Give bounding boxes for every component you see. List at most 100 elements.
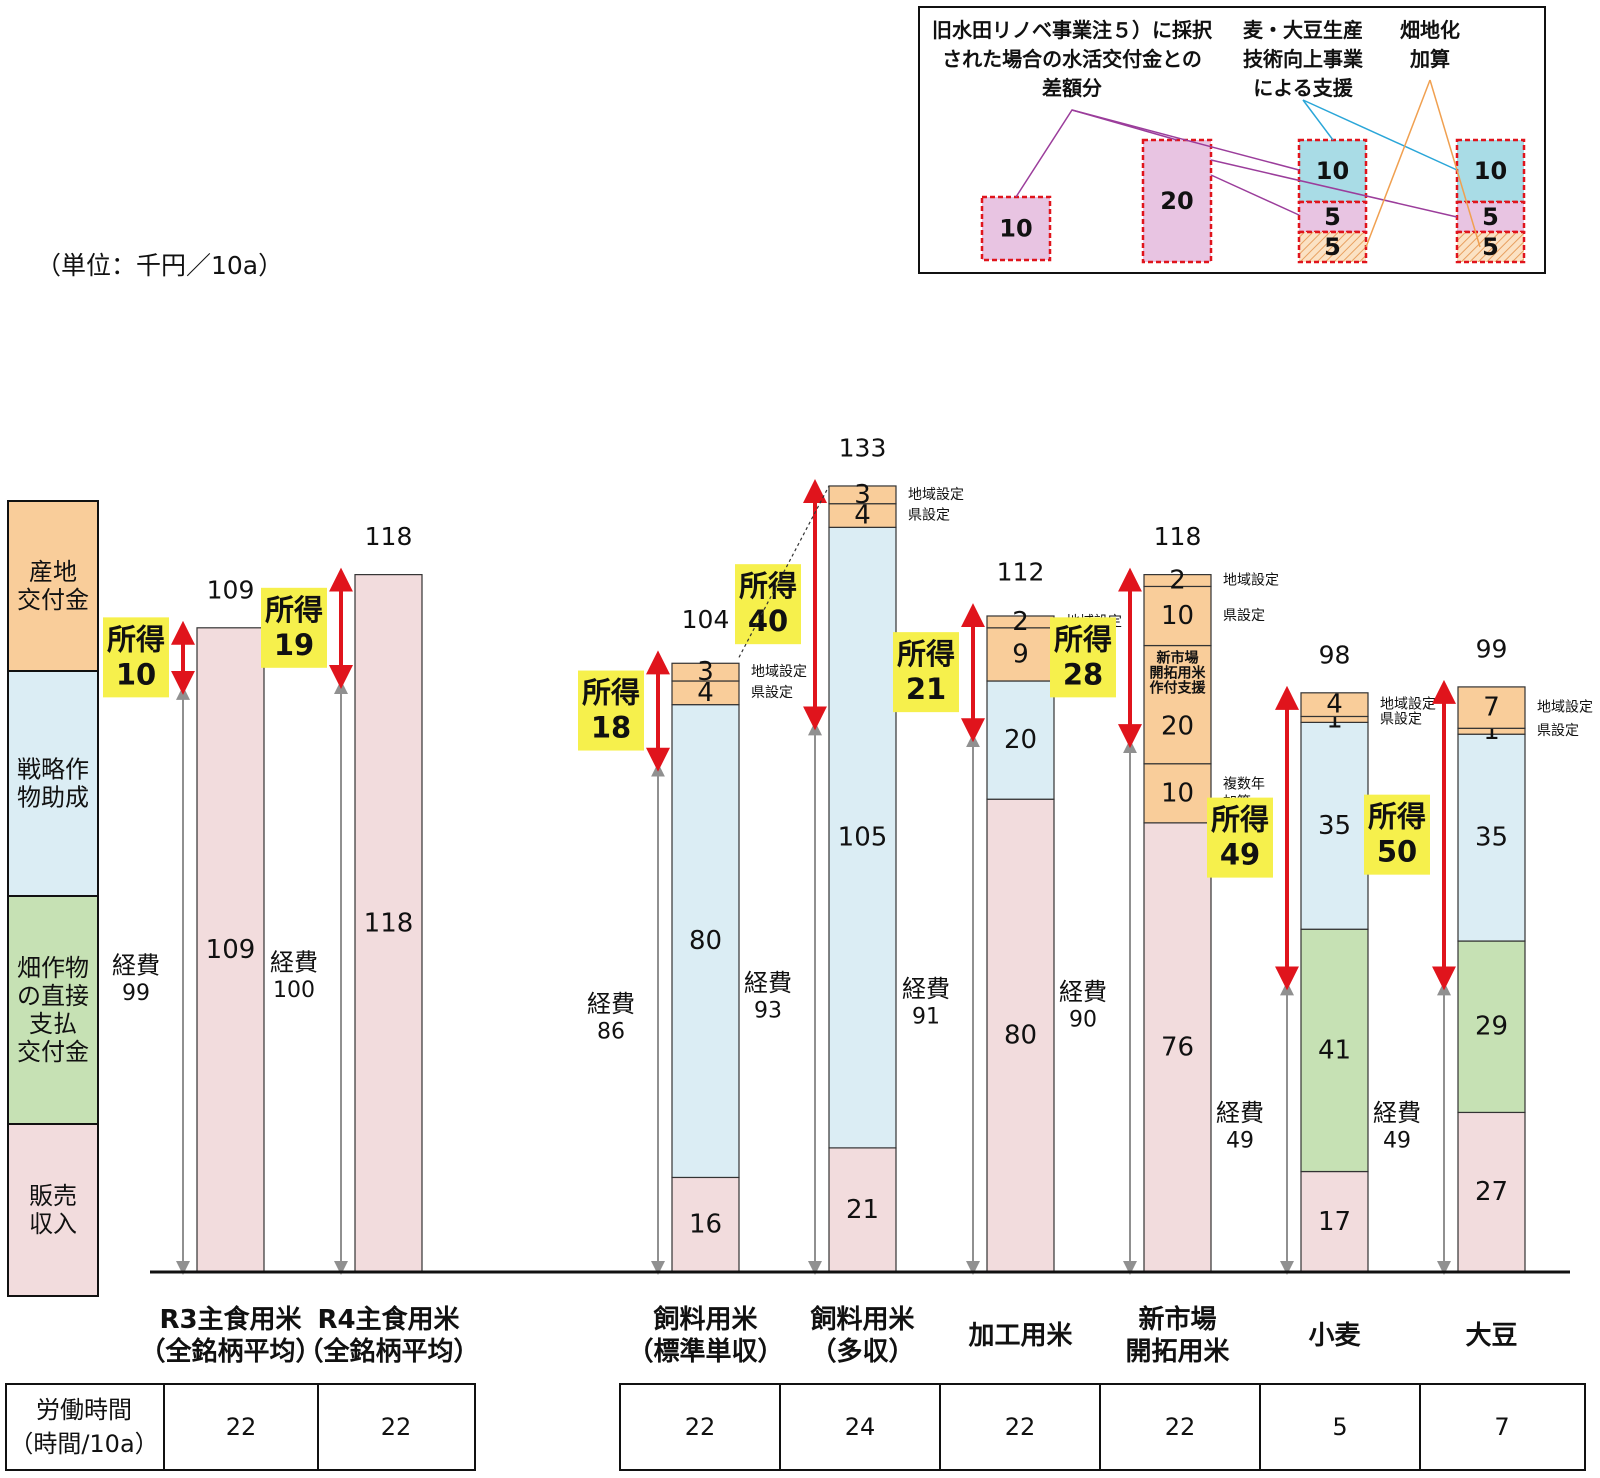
legend-label: 交付金: [17, 586, 89, 614]
inset-box: [1141, 138, 1213, 264]
bar-total-label: 99: [1476, 634, 1508, 663]
segment-side-label: 地域設定: [1537, 700, 1593, 716]
segment-value: 21: [846, 1195, 879, 1225]
bar-segment: [828, 526, 897, 1149]
table-cell-value: 22: [1165, 1413, 1196, 1441]
table-header: 労働時間: [36, 1396, 132, 1424]
inset-line-tech: [1302, 99, 1458, 171]
table-cell-value: 22: [1005, 1413, 1036, 1441]
inset-tech-label: による支援: [1253, 76, 1353, 100]
table-header: （時間/10a）: [9, 1430, 158, 1458]
income-label: 所得: [265, 593, 323, 627]
category-label: （全銘柄平均）: [297, 1336, 479, 1367]
bar-segment: [354, 574, 423, 1273]
segment-value: 10: [1161, 601, 1194, 631]
inset-line-renobe: [1071, 109, 1300, 171]
segment-value: 80: [1004, 1021, 1037, 1051]
expense-label: 経費: [902, 975, 950, 1003]
bar-segment: [1300, 692, 1369, 718]
segment-value: 118: [364, 908, 414, 938]
segment-value: 4: [697, 678, 714, 708]
category-label: （全銘柄平均）: [139, 1336, 321, 1367]
segment-side-label: 県設定: [1223, 608, 1265, 624]
income-value: 50: [1377, 835, 1417, 869]
bar-segment: [1300, 1170, 1369, 1273]
segment-side-label: 複数年: [1223, 775, 1265, 792]
inset-hatake-label: 加算: [1409, 47, 1450, 71]
legend-swatch: [7, 895, 99, 1125]
expense-label: 経費: [1373, 1099, 1421, 1127]
category-label: 大豆: [1465, 1321, 1517, 1351]
inset-box: [1297, 200, 1368, 234]
income-label: 所得: [582, 676, 640, 710]
inset-box: [1455, 230, 1526, 264]
bar-segment: [1457, 940, 1526, 1114]
segment-value: 10: [1161, 778, 1194, 808]
bars: 109109所得10経費99R3主食用米（全銘柄平均）118118所得19経費1…: [103, 433, 1593, 1367]
income-box: [893, 632, 959, 713]
bar-total-label: 109: [207, 575, 255, 604]
inset-tech-label: 技術向上事業: [1243, 47, 1364, 71]
segment-inner-label: 開拓用米: [1150, 665, 1207, 682]
inset-box: [1297, 230, 1368, 264]
inset-line-hatake: [1429, 79, 1481, 248]
bar-segment: [1143, 574, 1212, 588]
income-value: 21: [906, 672, 946, 706]
bar-segment: [828, 485, 897, 505]
category-label: R4主食用米: [317, 1304, 459, 1335]
unit-label: （単位：千円／10a）: [36, 251, 284, 280]
income-label: 所得: [897, 637, 955, 671]
category-label: 飼料用米: [653, 1304, 757, 1335]
table-cell-value: 22: [226, 1413, 257, 1441]
inset-box-value: 20: [1160, 187, 1193, 215]
expense-label: 経費: [587, 990, 635, 1018]
segment-side-label: 地域設定: [1380, 697, 1436, 713]
segment-side-label: 地域設定: [751, 664, 807, 680]
category-label: （標準単収）: [627, 1336, 783, 1367]
bar-segment: [1143, 763, 1212, 824]
category-label: 小麦: [1308, 1321, 1361, 1351]
segment-inner-label: 作付支援: [1150, 680, 1207, 697]
segment-side-label: 県設定: [1537, 723, 1579, 739]
income-label: 所得: [1054, 622, 1112, 656]
segment-value: 109: [206, 935, 256, 965]
expense-value: 49: [1383, 1129, 1411, 1154]
income-value: 19: [274, 628, 314, 662]
income-box: [261, 587, 327, 668]
expense-label: 経費: [1059, 978, 1107, 1006]
bar-total-label: 133: [839, 433, 887, 462]
legend-label: 畑作物: [17, 954, 89, 982]
bar-segment: [986, 798, 1055, 1273]
income-value: 28: [1063, 657, 1103, 691]
inset-box-value: 10: [1474, 157, 1507, 185]
income-box: [1050, 617, 1116, 698]
bar-total-label: 98: [1319, 640, 1351, 669]
inset-hatake-label: 畑地化: [1400, 18, 1460, 42]
table-frame: [619, 1383, 1586, 1471]
inset-line-hatake: [1365, 79, 1431, 248]
table-frame: [5, 1383, 476, 1471]
inset-renobe-label: された場合の水活交付金との: [942, 47, 1202, 71]
bar-segment: [1457, 686, 1526, 729]
income-label: 所得: [1368, 800, 1426, 834]
legend-label: 支払: [29, 1010, 77, 1038]
income-box: [1207, 797, 1273, 878]
inset-box: [1297, 138, 1368, 204]
table-cell-value: 22: [685, 1413, 716, 1441]
segment-side-label: 県設定: [908, 508, 950, 524]
segment-side-label: 県設定: [1380, 711, 1422, 727]
inset-line-tech: [1302, 99, 1334, 141]
inset-box-value: 5: [1324, 203, 1341, 231]
segment-value: 16: [689, 1210, 722, 1240]
segment-value: 3: [854, 480, 871, 510]
income-box: [103, 617, 169, 698]
segment-value: 3: [697, 657, 714, 687]
category-label: 開拓用米: [1125, 1337, 1229, 1367]
inset-box-value: 5: [1482, 233, 1499, 261]
segment-value: 29: [1475, 1012, 1508, 1042]
bar-segment: [671, 1176, 740, 1273]
legend-label: の直接: [17, 982, 89, 1010]
category-label: （多収）: [810, 1337, 914, 1367]
bar-total-label: 118: [365, 522, 413, 551]
